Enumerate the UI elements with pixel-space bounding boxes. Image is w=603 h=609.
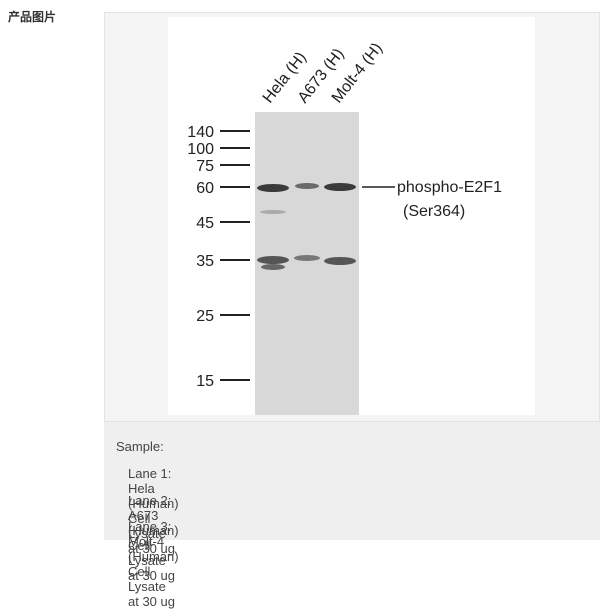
- marker-label: 25: [196, 308, 214, 325]
- bands: [257, 183, 356, 270]
- band: [257, 184, 289, 192]
- target-site: (Ser364): [403, 203, 465, 220]
- marker-label: 100: [187, 141, 214, 158]
- band: [257, 256, 289, 264]
- section-label: 产品图片: [8, 10, 57, 24]
- band: [295, 183, 319, 189]
- marker-label: 45: [196, 215, 214, 232]
- marker-label: 60: [196, 180, 214, 197]
- caption-line: Lane 3: Molt-4 (Human) Cell Lysate at 30…: [128, 519, 179, 609]
- target-name: phospho-E2F1: [397, 179, 502, 196]
- marker-label: 75: [196, 158, 214, 175]
- band: [324, 257, 356, 265]
- band: [324, 183, 356, 191]
- page: 产品图片 phospho-E2F1 (Ser364) 140 100 75 60 45 3…: [8, 10, 600, 609]
- band: [294, 255, 320, 261]
- band: [261, 264, 285, 270]
- marker-label: 140: [187, 124, 214, 141]
- marker-label: 15: [196, 373, 214, 390]
- marker-label: 35: [196, 253, 214, 270]
- band: [260, 210, 286, 214]
- caption-heading: Sample:: [116, 439, 164, 454]
- caption: Sample: Lane 1: Hela (Human) Cell Lysate…: [104, 422, 600, 609]
